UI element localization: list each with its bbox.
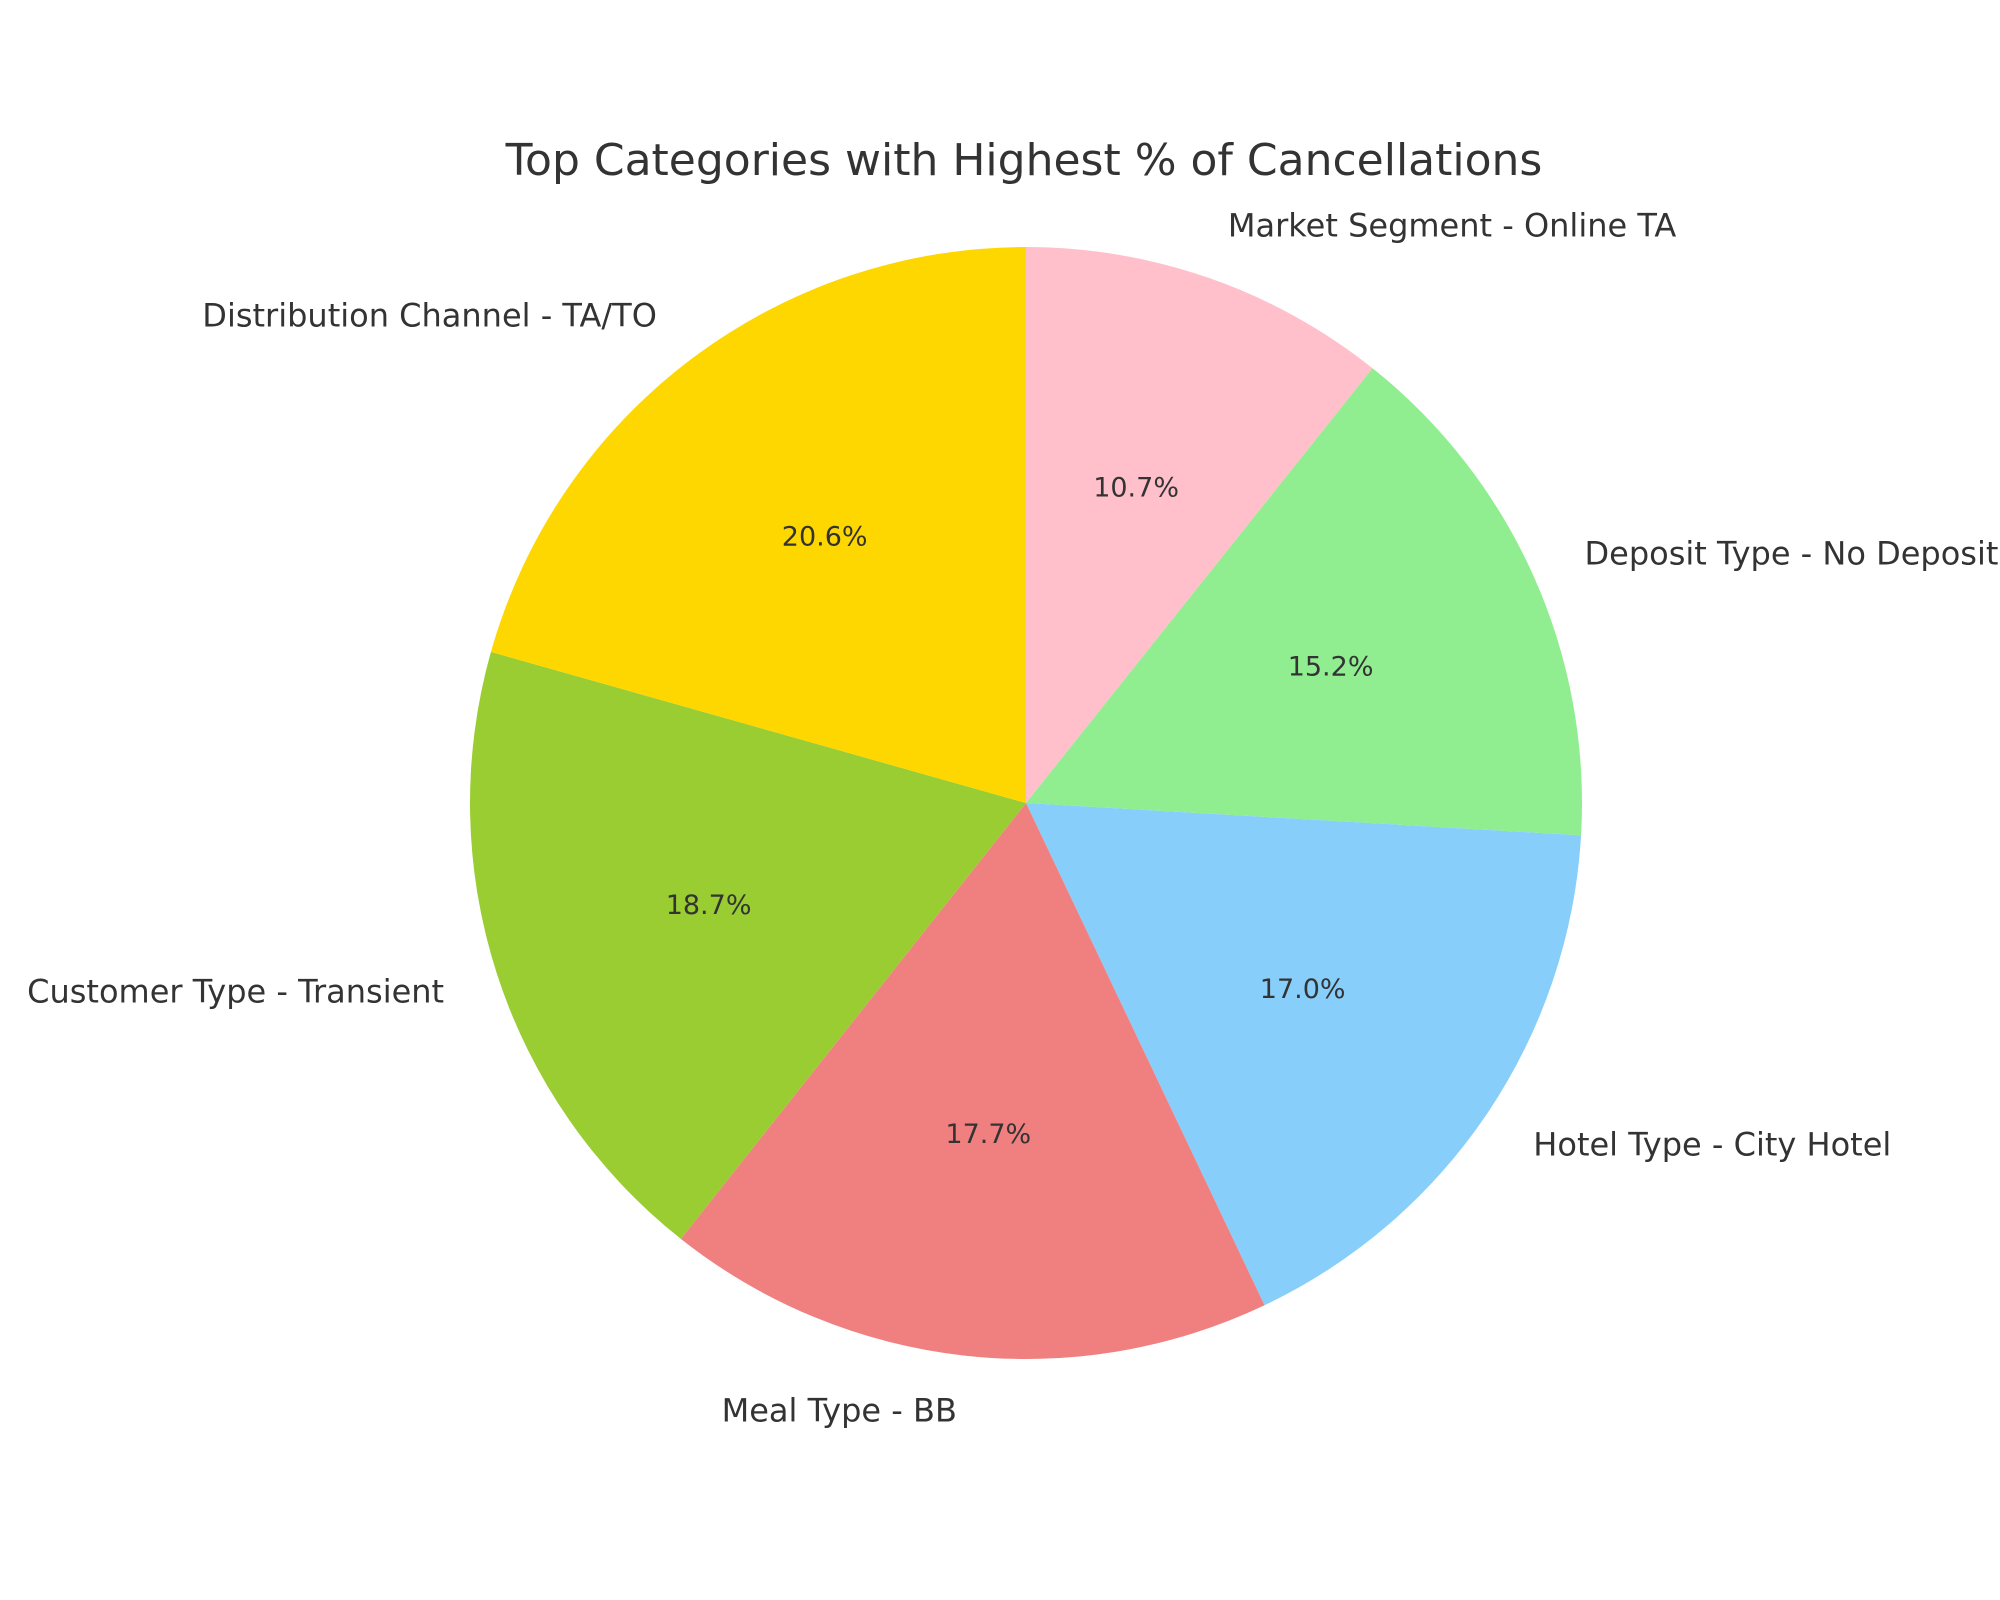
category-label-deposit-type-no-deposit: Deposit Type - No Deposit [1585, 535, 1999, 573]
pie-slice-deposit-type-no-deposit [1026, 368, 1583, 836]
percentage-labels: 10.7% 15.2% 17.0% 17.7% 18.7% 20.6% [666, 473, 1374, 1150]
category-label-customer-type-transient: Customer Type - Transient [27, 972, 444, 1010]
pie-slices [470, 247, 1583, 1359]
category-label-market-segment-online-ta: Market Segment - Online TA [1228, 207, 1677, 245]
pie-slice-hotel-type-city-hotel [1026, 803, 1582, 1306]
pct-label-distribution-channel-ta-to: 20.6% [782, 522, 868, 553]
chart-title: Top Categories with Highest % of Cancell… [505, 135, 1543, 186]
pct-label-hotel-type-city-hotel: 17.0% [1260, 974, 1346, 1005]
category-labels: Market Segment - Online TA Deposit Type -… [27, 207, 1998, 1430]
category-label-distribution-channel-ta-to: Distribution Channel - TA/TO [202, 296, 657, 334]
category-label-meal-type-bb: Meal Type - BB [722, 1392, 957, 1430]
category-label-hotel-type-city-hotel: Hotel Type - City Hotel [1533, 1126, 1891, 1164]
pct-label-customer-type-transient: 18.7% [666, 890, 752, 921]
pct-label-meal-type-bb: 17.7% [945, 1119, 1031, 1150]
pct-label-deposit-type-no-deposit: 15.2% [1288, 652, 1374, 683]
pie-slice-meal-type-bb [680, 803, 1265, 1359]
pie-slice-customer-type-transient [470, 651, 1026, 1239]
pct-label-market-segment-online-ta: 10.7% [1093, 473, 1179, 504]
pie-slice-market-segment-online-ta [1026, 247, 1373, 803]
pie-slice-distribution-channel-ta-to [490, 247, 1026, 803]
